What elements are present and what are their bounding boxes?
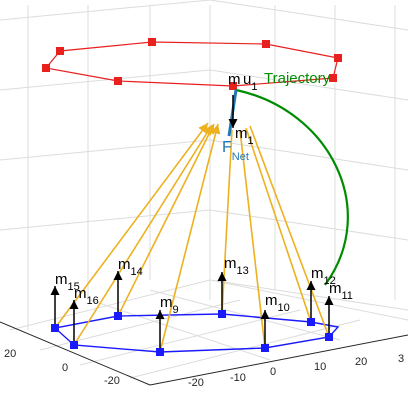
ground-polygon [53,313,340,353]
label-ground-mass: m9 [160,294,179,316]
svg-text:20: 20 [355,356,367,368]
label-ground-mass: m10 [265,292,290,314]
svg-text:20: 20 [4,348,16,360]
label-ground-mass: m14 [118,256,143,278]
axis-ticks-left: 20 0 -20 [4,348,120,387]
svg-text:10: 10 [314,361,326,373]
label-ground-mass: m12 [311,265,336,287]
cable-lines [54,122,330,353]
svg-text:-20: -20 [188,377,204,389]
axis-ticks-bottom: -20 -10 0 10 20 3 [188,353,404,389]
ground-markers [51,310,333,356]
svg-text:0: 0 [270,366,276,378]
label-ground-mass: m11 [329,280,353,302]
label-ground-mass: m16 [74,285,99,307]
axes-box [0,321,408,386]
label-trajectory: Trajectory [264,70,331,87]
label-ground-mass: m15 [55,271,80,293]
svg-text:3: 3 [398,353,404,365]
drone-markers [42,38,342,90]
label-mass-1: m1 [235,125,254,147]
label-u: u1 [243,71,257,93]
label-mass-main: m [228,71,241,88]
trajectory-curve [235,88,349,286]
svg-text:-20: -20 [104,375,120,387]
label-ground-mass: m13 [224,255,249,277]
grid-lines [0,0,408,379]
svg-text:-10: -10 [230,372,246,384]
ground-mass-arrows [50,271,334,352]
label-force-net: FNet [222,139,249,163]
svg-text:0: 0 [62,362,68,374]
